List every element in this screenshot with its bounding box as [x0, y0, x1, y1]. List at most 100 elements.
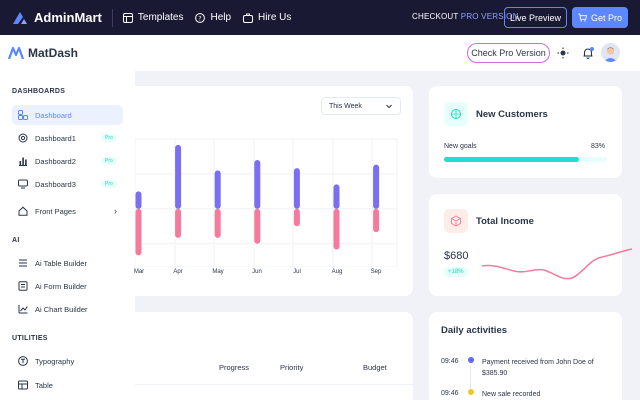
- sidebar-item-label: Typography: [35, 356, 75, 366]
- help-icon: ?: [195, 12, 206, 23]
- sidebar-item-front-pages[interactable]: Front Pages ›: [12, 201, 123, 221]
- pro-badge: Pro: [101, 157, 117, 165]
- sidebar-item-dashboard3[interactable]: Dashboard3 Pro: [12, 174, 123, 194]
- section-ai: AI: [12, 237, 20, 244]
- promo-bar: AdminMart Templates ? Help Hire Us CHECK…: [0, 0, 640, 35]
- goal-progress-fill: [444, 157, 580, 162]
- bar-positive-aug[interactable]: [333, 184, 340, 209]
- bar-negative-jul[interactable]: [293, 208, 300, 227]
- activity-time: 09:46: [441, 358, 459, 365]
- sidebar-item-ai-form-builder[interactable]: Ai Form Builder: [12, 276, 123, 296]
- sidebar-item-typography[interactable]: Typography: [12, 351, 123, 371]
- home-icon: [18, 206, 28, 216]
- bar-negative-mar[interactable]: [135, 208, 142, 256]
- sidebar-item-ai-table-builder[interactable]: Ai Table Builder: [12, 253, 123, 273]
- column-header-progress: Progress: [219, 363, 250, 372]
- layers-icon: [451, 109, 461, 119]
- live-preview-label: Live Preview: [509, 12, 562, 23]
- bar-negative-apr[interactable]: [175, 208, 182, 238]
- chart-icon: [18, 305, 28, 314]
- sidebar-item-label: Dashboard3: [35, 179, 76, 189]
- column-header-budget: Budget: [363, 363, 387, 372]
- theme-toggle-icon[interactable]: [556, 46, 570, 60]
- customers-icon-box: [444, 102, 468, 126]
- logo-text: MatDash: [28, 46, 79, 60]
- table-icon: [19, 259, 27, 267]
- sidebar-item-dashboard2[interactable]: Dashboard2 Pro: [12, 151, 123, 171]
- sidebar-item-label: Dashboard2: [35, 156, 76, 166]
- sidebar-item-label: Front Pages: [35, 206, 76, 216]
- get-pro-button[interactable]: Get Pro: [572, 7, 628, 28]
- table-divider: [135, 384, 413, 385]
- layout-icon: [18, 110, 28, 120]
- x-tick-label: May: [212, 269, 224, 275]
- sidebar-item-dashboard[interactable]: Dashboard: [12, 105, 123, 125]
- avatar-illustration: [601, 43, 620, 62]
- bar-negative-may[interactable]: [214, 208, 221, 238]
- chevron-right-icon: ›: [114, 206, 117, 216]
- bar-negative-aug[interactable]: [333, 208, 340, 250]
- bar-positive-apr[interactable]: [175, 144, 182, 209]
- pro-badge: Pro: [101, 134, 117, 142]
- check-pro-label: Check Pro Version: [471, 48, 546, 58]
- bar-positive-jun[interactable]: [254, 159, 261, 209]
- sidebar-item-label: Dashboard1: [35, 133, 76, 143]
- bar-positive-mar[interactable]: [135, 191, 142, 209]
- box-icon: [451, 215, 461, 227]
- table-card: [135, 312, 413, 400]
- column-header-priority: Priority: [280, 363, 304, 372]
- sidebar-item-label: Table: [35, 380, 53, 390]
- customers-title: New Customers: [476, 109, 548, 120]
- templates-icon: [122, 12, 133, 23]
- brand-name: AdminMart: [34, 10, 102, 25]
- adminmart-brand[interactable]: AdminMart: [12, 10, 102, 25]
- live-preview-button[interactable]: Live Preview: [504, 7, 567, 28]
- income-sparkline: [481, 248, 633, 280]
- week-filter-select[interactable]: This Week: [321, 97, 401, 115]
- table-icon: [18, 380, 28, 390]
- pro-badge: Pro: [101, 180, 117, 188]
- revenue-bar-chart: [135, 138, 398, 267]
- goal-percent: 83%: [591, 143, 606, 150]
- form-icon: [18, 281, 28, 291]
- bar-positive-sep[interactable]: [373, 164, 380, 209]
- get-pro-label: Get Pro: [590, 12, 622, 23]
- x-tick-label: Aug: [331, 269, 343, 275]
- bar-negative-sep[interactable]: [373, 208, 380, 233]
- sidebar-item-label: Dashboard: [35, 110, 72, 120]
- bar-positive-may[interactable]: [214, 170, 221, 209]
- hire-us-label: Hire Us: [258, 12, 292, 23]
- matdash-logo-icon: [8, 46, 24, 60]
- checkout-pro-link[interactable]: CHECKOUT PRO VERSION: [412, 12, 519, 21]
- activities-title: Daily activities: [441, 325, 508, 336]
- check-pro-version-button[interactable]: Check Pro Version: [467, 43, 550, 63]
- x-tick-label: Mar: [133, 269, 145, 275]
- user-avatar[interactable]: [601, 43, 620, 62]
- bar-negative-jun[interactable]: [254, 208, 261, 244]
- cart-icon: [578, 13, 587, 22]
- matdash-logo[interactable]: MatDash: [8, 46, 78, 60]
- activity-text: Payment received from John Doe of $385.9…: [482, 359, 594, 377]
- sidebar-item-label: Ai Chart Builder: [35, 304, 88, 314]
- timeline-line: [470, 365, 471, 389]
- sidebar-item-ai-chart-builder[interactable]: Ai Chart Builder: [12, 299, 123, 319]
- help-label: Help: [210, 12, 232, 23]
- chevron-down-icon: [386, 104, 392, 109]
- daily-activities-card: [429, 312, 622, 400]
- section-utilities: UTILITIES: [12, 335, 48, 342]
- new-customers-card: [429, 86, 622, 178]
- goal-progress-bar: [444, 157, 607, 162]
- templates-link[interactable]: Templates: [122, 12, 183, 23]
- hire-us-link[interactable]: Hire Us: [243, 12, 291, 23]
- activity-time: 09:46: [441, 390, 459, 397]
- week-filter-value: This Week: [329, 102, 362, 110]
- notification-bell-icon[interactable]: [581, 46, 595, 60]
- checkout-pro-label: PRO VERSION: [460, 12, 519, 21]
- sidebar-item-table[interactable]: Table: [12, 375, 123, 395]
- sidebar-item-dashboard1[interactable]: Dashboard1 Pro: [12, 128, 123, 148]
- typography-icon: [18, 356, 28, 366]
- sidebar: [0, 71, 135, 400]
- income-change-badge: +18%: [444, 267, 468, 277]
- bar-positive-jul[interactable]: [293, 168, 300, 209]
- help-link[interactable]: ? Help: [195, 12, 231, 23]
